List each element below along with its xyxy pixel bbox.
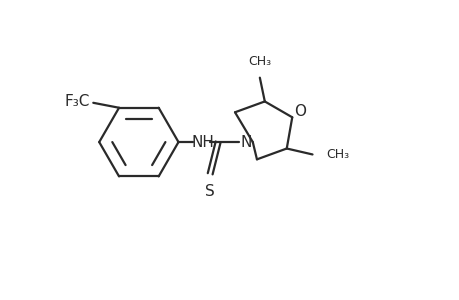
Text: CH₃: CH₃ [248, 55, 271, 68]
Text: O: O [294, 104, 306, 119]
Text: NH: NH [191, 135, 214, 150]
Text: S: S [205, 184, 215, 199]
Text: N: N [240, 135, 251, 150]
Text: F₃C: F₃C [65, 94, 90, 109]
Text: CH₃: CH₃ [326, 148, 349, 161]
